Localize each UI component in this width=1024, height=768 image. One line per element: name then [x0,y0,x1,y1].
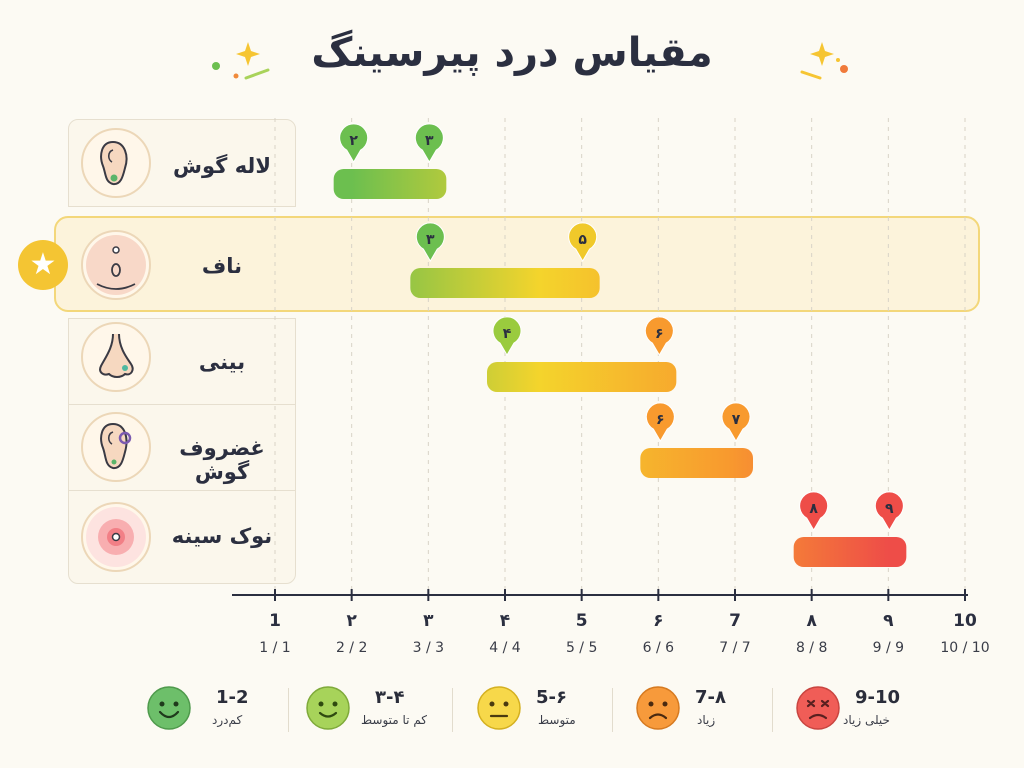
legend-item-medium: 5-۶ متوسط [476,685,606,735]
legend-item-low-medium: ۳-۴ کم تا متوسط [305,685,445,735]
legend-text: زیاد [697,713,716,727]
range-max-marker-label: ۶ [655,326,664,342]
nose-icon [81,322,151,392]
range-min-marker-label: ۶ [656,412,665,428]
legend-range: ۳-۴ [375,687,405,708]
range-max-marker-label: ۹ [885,501,894,517]
range-min-marker [339,123,369,163]
category-label-cartilage: غضروف گوش [179,436,265,484]
legend-divider [612,688,613,732]
range-max-marker [644,316,674,356]
nipple-icon [81,502,151,572]
range-bar [793,537,907,567]
sparkle-left-icon [212,42,270,80]
x-tick-label: ۴ [500,611,510,631]
range-min-marker-label: ۲ [349,133,358,149]
x-tick-label: 7 [729,611,741,631]
range-max-marker [414,123,444,163]
x-tick-label: ۹ [883,611,894,631]
category-label-navel: ناف [201,254,243,278]
x-tick-sublabel: 4 / 4 [489,640,521,656]
range-bar [640,448,753,478]
legend-range: 5-۶ [536,687,567,708]
legend-divider [288,688,289,732]
x-tick-label: ۸ [806,611,817,631]
x-tick-sublabel: 10 / 10 [940,640,989,656]
legend-range: 7-۸ [695,687,726,708]
ear-cartilage-icon [81,412,151,482]
range-bar [333,169,447,199]
x-tick-label: ۳ [423,611,434,631]
neutral-face-icon [477,686,521,730]
category-label-nose: بینی [198,350,246,374]
range-max-marker [874,491,904,531]
sad-face-icon [636,686,680,730]
range-min-marker-label: ۳ [426,232,435,248]
page-title: مقیاس درد پیرسینگ [311,30,713,76]
x-tick-sublabel: 3 / 3 [413,640,444,656]
range-bar [487,362,677,392]
legend-range: 1-2 [216,687,249,708]
happy-face-icon [147,686,191,730]
range-max-marker [721,402,751,442]
range-min-marker [492,316,522,356]
x-tick-label: 1 [269,611,281,631]
legend-range: 9-10 [855,687,901,708]
x-tick-sublabel: 2 / 2 [336,640,367,656]
dizzy-face-icon [796,686,840,730]
legend-item-high: 7-۸ زیاد [635,685,765,735]
x-tick-sublabel: 5 / 5 [566,640,597,656]
legend-text: خیلی زیاد [843,713,890,727]
x-tick-sublabel: 1 / 1 [259,640,290,656]
legend-divider [452,688,453,732]
x-tick-sublabel: 6 / 6 [643,640,675,656]
x-tick-label: ۲ [346,611,357,631]
sparkle-right-icon [800,42,848,80]
range-min-marker [415,222,445,262]
range-min-marker [799,491,829,531]
range-min-marker [645,402,675,442]
earlobe-icon [81,128,151,198]
legend-text: کم تا متوسط [361,713,428,727]
range-max-marker-label: ۷ [732,412,741,428]
range-min-marker-label: ۴ [503,326,512,342]
range-max-marker-label: ۳ [425,133,434,149]
legend-text: کم‌درد [212,713,243,727]
range-max-marker [568,222,598,262]
x-tick-label: 5 [576,611,588,631]
range-min-marker-label: ۸ [809,501,818,517]
x-tick-sublabel: 8 / 8 [796,640,827,656]
legend-item-low: 1-2 کم‌درد [146,685,276,735]
legend-text: متوسط [538,713,576,727]
smile-face-icon [306,686,350,730]
navel-icon [81,230,151,300]
x-tick-label: ۶ [653,611,663,631]
legend-divider [772,688,773,732]
legend-item-very-high: 9-10 خیلی زیاد [795,685,925,735]
range-bar [410,268,600,298]
category-label-earlobe: لاله گوش [173,154,271,178]
category-label-nipple: نوک سینه [171,524,273,548]
x-tick-sublabel: 7 / 7 [719,640,750,656]
star-icon: ★ [18,240,68,290]
x-tick-sublabel: 9 / 9 [873,640,904,656]
x-tick-label: 10 [953,611,977,631]
range-max-marker-label: ۵ [578,232,587,248]
